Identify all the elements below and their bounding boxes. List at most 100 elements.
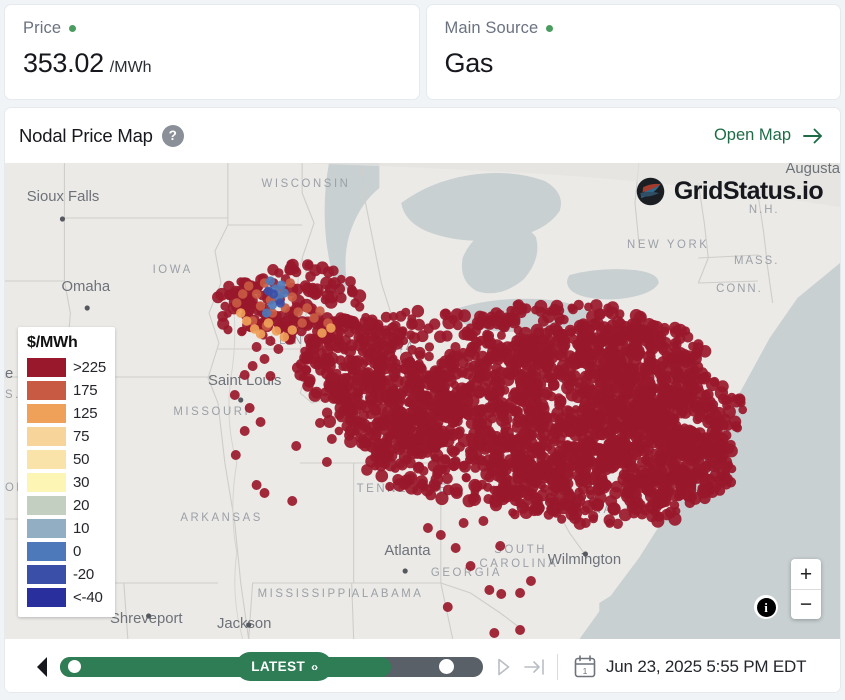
nodal-price-point[interactable] — [385, 481, 395, 492]
nodal-price-point[interactable] — [495, 541, 506, 551]
nodal-price-point[interactable] — [439, 434, 449, 444]
nodal-price-point[interactable] — [561, 405, 574, 418]
nodal-price-point[interactable] — [265, 276, 276, 286]
nodal-price-point[interactable] — [313, 360, 323, 370]
nodal-price-point[interactable] — [368, 434, 382, 448]
nodal-price-point[interactable] — [275, 298, 285, 308]
nodal-price-point[interactable] — [504, 402, 516, 414]
nodal-price-point[interactable] — [239, 426, 250, 436]
nodal-price-point[interactable] — [244, 403, 255, 413]
nodal-price-point[interactable] — [620, 439, 633, 452]
nodal-price-point[interactable] — [481, 371, 492, 382]
nodal-price-point[interactable] — [532, 411, 545, 424]
nodal-price-point[interactable] — [404, 457, 416, 469]
nodal-price-point[interactable] — [385, 431, 395, 441]
nodal-price-point[interactable] — [415, 378, 425, 388]
nodal-price-point[interactable] — [334, 409, 345, 420]
nodal-price-point[interactable] — [656, 356, 670, 369]
nodal-price-point[interactable] — [453, 320, 463, 331]
nodal-price-point[interactable] — [409, 444, 419, 455]
nodal-price-point[interactable] — [265, 371, 276, 381]
nodal-price-point[interactable] — [443, 409, 455, 422]
nodal-price-point[interactable] — [496, 589, 507, 599]
nodal-price-point[interactable] — [538, 359, 548, 368]
nodal-price-point[interactable] — [247, 361, 258, 371]
nodal-price-point[interactable] — [251, 289, 262, 299]
nodal-price-point[interactable] — [255, 417, 266, 427]
nodal-price-point[interactable] — [475, 417, 488, 429]
nodal-price-point[interactable] — [422, 523, 433, 533]
nodal-price-point[interactable] — [381, 394, 392, 405]
nodal-price-point[interactable] — [251, 342, 262, 352]
nodal-price-point[interactable] — [328, 386, 340, 398]
nodal-price-point[interactable] — [554, 418, 564, 427]
nodal-price-point[interactable] — [450, 543, 461, 553]
nodal-price-point[interactable] — [509, 444, 522, 457]
nodal-price-point[interactable] — [636, 465, 646, 475]
nodal-price-point[interactable] — [734, 394, 746, 406]
nodal-price-point[interactable] — [291, 441, 302, 451]
nodal-price-point[interactable] — [605, 518, 615, 528]
nodal-price-point[interactable] — [482, 433, 495, 446]
play-icon[interactable] — [497, 658, 510, 676]
nodal-price-point[interactable] — [303, 373, 316, 387]
nodal-price-point[interactable] — [309, 264, 322, 277]
nodal-price-point[interactable] — [601, 395, 615, 408]
nodal-price-point[interactable] — [373, 368, 386, 382]
nodal-price-point[interactable] — [447, 361, 457, 372]
nodal-price-point[interactable] — [435, 530, 446, 540]
nodal-price-point[interactable] — [570, 453, 582, 466]
nodal-price-point[interactable] — [446, 445, 457, 456]
nodal-price-point[interactable] — [571, 390, 585, 404]
nodal-price-point[interactable] — [630, 317, 642, 329]
nodal-price-point[interactable] — [515, 588, 526, 598]
nodal-price-point[interactable] — [515, 369, 527, 380]
nodal-price-point[interactable] — [564, 425, 577, 438]
nodal-price-point[interactable] — [285, 278, 296, 288]
map-canvas[interactable]: WISCONSINIOWAILLINOISINDIANAMISSOURIKTEN… — [5, 163, 840, 639]
nodal-price-point[interactable] — [433, 330, 447, 343]
nodal-price-point[interactable] — [475, 317, 486, 327]
nodal-price-point[interactable] — [700, 410, 709, 419]
nodal-price-point[interactable] — [696, 486, 710, 499]
nodal-price-point[interactable] — [344, 406, 356, 417]
nodal-price-point[interactable] — [450, 380, 460, 390]
nodal-price-point[interactable] — [632, 418, 643, 430]
nodal-price-point[interactable] — [568, 304, 578, 315]
nodal-price-point[interactable] — [375, 469, 389, 483]
nodal-price-point[interactable] — [239, 370, 250, 380]
nodal-price-point[interactable] — [474, 338, 483, 347]
nodal-price-point[interactable] — [415, 424, 425, 434]
open-map-button[interactable]: Open Map — [714, 126, 824, 145]
nodal-price-point[interactable] — [704, 450, 715, 461]
nodal-price-point[interactable] — [387, 386, 400, 399]
nodal-price-point[interactable] — [388, 367, 401, 380]
nodal-price-point[interactable] — [401, 307, 411, 317]
nodal-price-point[interactable] — [492, 436, 502, 446]
nodal-price-point[interactable] — [501, 373, 515, 387]
nodal-price-point[interactable] — [424, 342, 435, 352]
nodal-price-point[interactable] — [607, 502, 621, 516]
nodal-price-point[interactable] — [572, 470, 584, 482]
nodal-price-point[interactable] — [255, 329, 266, 339]
nodal-price-point[interactable] — [485, 390, 497, 402]
nodal-price-point[interactable] — [458, 518, 469, 528]
nodal-price-point[interactable] — [413, 437, 422, 446]
nodal-price-point[interactable] — [259, 354, 270, 364]
nodal-price-point[interactable] — [661, 375, 672, 386]
nodal-price-point[interactable] — [464, 362, 474, 372]
nodal-price-point[interactable] — [397, 386, 409, 397]
nodal-price-point[interactable] — [374, 327, 388, 342]
nodal-price-point[interactable] — [667, 474, 678, 485]
nodal-price-point[interactable] — [533, 379, 544, 390]
nodal-price-point[interactable] — [332, 341, 344, 354]
nodal-price-point[interactable] — [515, 378, 528, 391]
nodal-price-point[interactable] — [571, 357, 583, 369]
nodal-price-point[interactable] — [261, 308, 272, 318]
nodal-price-point[interactable] — [452, 427, 464, 440]
nodal-price-point[interactable] — [443, 392, 457, 406]
nodal-price-point[interactable] — [418, 390, 431, 404]
nodal-price-point[interactable] — [532, 506, 543, 516]
nodal-price-point[interactable] — [495, 342, 508, 355]
nodal-price-point[interactable] — [439, 308, 452, 321]
